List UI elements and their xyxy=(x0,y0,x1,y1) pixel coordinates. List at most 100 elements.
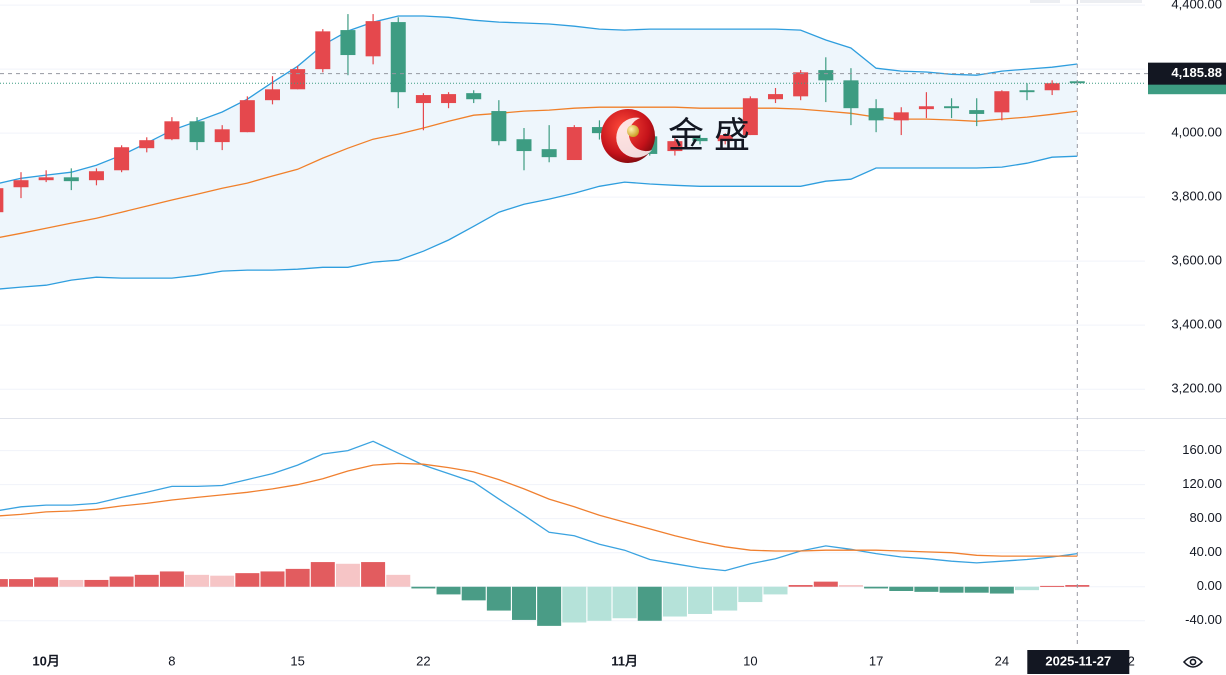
histogram-bar xyxy=(864,586,889,589)
histogram-bar xyxy=(889,586,914,591)
candle-body xyxy=(139,140,155,149)
histogram-bar xyxy=(964,586,989,593)
candle-body xyxy=(516,139,532,152)
candle-body xyxy=(466,93,482,100)
x-tick-label: 15 xyxy=(290,653,304,668)
x-tick-label: 22 xyxy=(416,653,430,668)
x-tick-label: 8 xyxy=(168,653,175,668)
histogram-bar xyxy=(386,574,411,587)
candle-body xyxy=(290,69,306,90)
histogram-bar xyxy=(713,586,738,611)
histogram-bar xyxy=(411,586,436,589)
x-tick-label: 10月 xyxy=(32,653,59,668)
candle-body xyxy=(868,108,884,121)
histogram-bar xyxy=(159,571,184,587)
y-tick-label: -40.00 xyxy=(1185,612,1222,627)
eye-icon[interactable] xyxy=(1182,656,1204,668)
candle-body xyxy=(415,95,431,104)
candle-body xyxy=(491,111,507,142)
candle-body xyxy=(239,100,255,133)
histogram-bar xyxy=(788,585,813,587)
crosshair-price-tag xyxy=(1148,62,1226,85)
histogram-bar xyxy=(914,586,939,592)
logo-swoosh xyxy=(616,117,652,158)
candle-body xyxy=(63,177,79,182)
eye-pupil[interactable] xyxy=(1189,658,1197,666)
histogram-bar xyxy=(59,579,84,587)
settings-hitbox[interactable] xyxy=(1180,651,1206,673)
histogram-bar xyxy=(210,575,235,587)
histogram-bar xyxy=(989,586,1014,594)
y-tick-label: 80.00 xyxy=(1189,510,1222,525)
candle-body xyxy=(692,137,708,142)
histogram-bar xyxy=(537,586,562,626)
histogram-bar xyxy=(134,574,159,587)
histogram-bar xyxy=(512,586,536,620)
candle-body xyxy=(164,121,180,140)
histogram-bar xyxy=(84,579,109,587)
axis-mask xyxy=(1150,610,1160,632)
histogram-bar xyxy=(738,586,763,603)
histogram-bar xyxy=(9,579,33,587)
histogram-bar xyxy=(813,581,838,587)
candle-body xyxy=(88,171,104,181)
histogram-bar xyxy=(109,576,134,587)
candle-body xyxy=(13,180,29,188)
candle-body xyxy=(717,135,733,142)
watermark: 金 盛 xyxy=(668,115,750,156)
candle-body xyxy=(768,94,783,100)
candle-body xyxy=(667,141,683,152)
settings-button[interactable] xyxy=(1180,651,1206,673)
histogram-bar xyxy=(436,586,461,595)
toolbar-edge xyxy=(1080,0,1142,3)
y-tick-label: 3,600.00 xyxy=(1171,253,1222,268)
histogram-bar xyxy=(486,586,511,611)
candle-body xyxy=(214,129,230,143)
y-tick-label: 0.00 xyxy=(1197,578,1222,593)
histogram-bar xyxy=(335,563,360,587)
histogram-bar xyxy=(562,586,587,623)
x-tick-label: 17 xyxy=(869,653,883,668)
histogram-bar xyxy=(612,586,637,619)
candle-body xyxy=(315,31,331,70)
histogram-bar xyxy=(285,568,310,587)
histogram-bar xyxy=(34,577,59,587)
candle-body xyxy=(0,188,4,213)
candle-body xyxy=(818,70,834,81)
histogram-bar xyxy=(310,562,335,587)
candle-body xyxy=(390,22,406,93)
histogram-bar xyxy=(1015,586,1039,591)
candle-body xyxy=(566,127,582,161)
histogram-bar xyxy=(461,586,486,601)
crosshair-date-tag xyxy=(1027,650,1130,674)
histogram-bar xyxy=(587,586,612,621)
histogram-bar xyxy=(0,579,8,587)
y-tick-label: 40.00 xyxy=(1189,544,1222,559)
candle-body xyxy=(189,121,205,143)
candle-body xyxy=(441,94,457,104)
histogram-bar xyxy=(361,562,386,587)
candle-body xyxy=(265,89,280,101)
candle-body xyxy=(944,106,960,109)
histogram-bar xyxy=(939,586,964,593)
candle-body xyxy=(793,72,809,97)
crosshair-price-label: 4,185.88 xyxy=(1171,65,1222,80)
candle-body xyxy=(893,112,909,121)
histogram-bar xyxy=(838,585,863,587)
candle-body xyxy=(1019,90,1035,93)
crosshair-date-label: 2025-11-27 xyxy=(1045,653,1111,668)
plot-layer xyxy=(0,4,1145,626)
histogram-bar xyxy=(235,573,260,587)
histogram-bar xyxy=(260,571,285,587)
candle-body xyxy=(38,177,54,181)
x-tick-label: 24 xyxy=(995,653,1009,668)
band-fill xyxy=(0,16,1078,289)
macd-line xyxy=(0,440,1078,572)
histogram-bar xyxy=(688,586,713,614)
histogram-bar xyxy=(637,586,662,621)
y-tick-label: 3,400.00 xyxy=(1171,317,1222,332)
signal-line xyxy=(0,462,1078,557)
candle-body xyxy=(114,147,130,171)
candle-body xyxy=(591,127,607,134)
